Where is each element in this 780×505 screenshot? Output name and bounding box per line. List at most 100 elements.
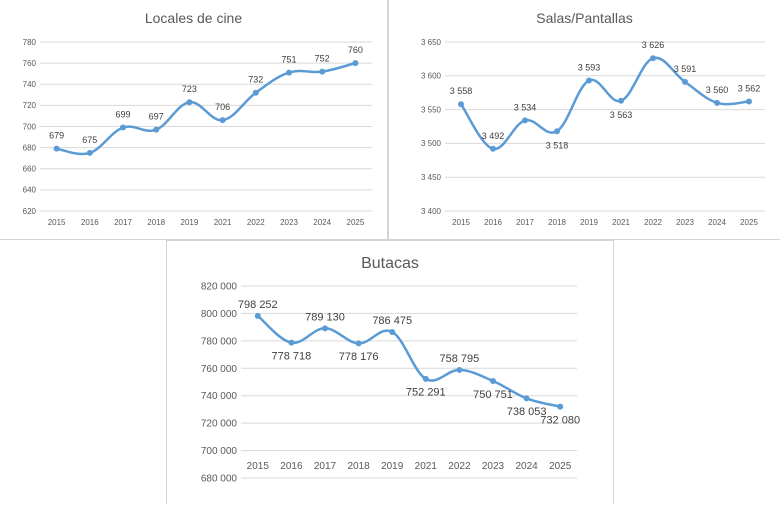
x-tick-label: 2024 <box>708 218 726 227</box>
x-tick-label: 2015 <box>247 461 270 472</box>
x-tick-label: 2017 <box>314 461 337 472</box>
data-label: 3 562 <box>738 83 761 93</box>
data-point <box>219 117 226 124</box>
data-point <box>458 101 464 108</box>
x-tick-label: 2015 <box>48 218 66 227</box>
data-point <box>490 377 496 384</box>
data-label: 3 563 <box>610 110 633 120</box>
y-tick-label: 680 000 <box>201 474 238 485</box>
data-point <box>650 55 656 62</box>
x-tick-label: 2016 <box>280 461 303 472</box>
data-label: 697 <box>149 112 164 122</box>
data-point <box>557 403 564 410</box>
data-label: 3 593 <box>578 63 601 73</box>
x-tick-label: 2025 <box>740 218 758 227</box>
y-tick-label: 700 <box>23 122 37 131</box>
y-tick-label: 820 000 <box>201 282 238 293</box>
x-tick-label: 2023 <box>280 218 298 227</box>
series-line <box>459 56 751 151</box>
data-point <box>389 328 396 335</box>
data-point <box>618 97 624 104</box>
data-label: 738 053 <box>507 406 547 418</box>
y-tick-label: 780 000 <box>201 336 238 347</box>
y-tick-label: 780 <box>23 38 37 47</box>
data-label: 778 176 <box>339 351 379 363</box>
y-tick-label: 3 450 <box>421 173 442 182</box>
data-point <box>352 60 359 67</box>
data-label: 750 751 <box>473 389 513 401</box>
data-label: 751 <box>281 55 296 65</box>
y-tick-label: 3 400 <box>421 207 442 216</box>
x-tick-label: 2018 <box>548 218 566 227</box>
x-tick-label: 2024 <box>515 461 538 472</box>
chart-butacas: 680 000 700 000 720 000 740 000 760 000 780 0… <box>201 282 580 485</box>
x-tick-label: 2018 <box>147 218 165 227</box>
x-tick-label: 2023 <box>676 218 694 227</box>
y-tick-label: 3 600 <box>421 72 442 81</box>
chart-title: Salas/Pantallas <box>536 10 633 26</box>
data-label: 3 558 <box>450 86 473 96</box>
y-tick-label: 760 <box>23 59 37 68</box>
chart-panel-locales: Locales de cine 620 640 660 680 700 720 740 760… <box>0 0 388 240</box>
data-point <box>286 69 292 76</box>
y-tick-label: 740 <box>23 80 37 89</box>
data-point <box>456 366 463 373</box>
data-point <box>319 68 326 75</box>
data-label: 758 795 <box>440 353 480 365</box>
x-tick-label: 2025 <box>549 461 572 472</box>
y-tick-label: 700 000 <box>201 446 238 457</box>
chart-panel-butacas: Butacas 680 000 700 000 720 000 740 000 760 … <box>166 240 614 504</box>
x-tick-label: 2021 <box>214 218 232 227</box>
x-tick-label: 2025 <box>347 218 365 227</box>
y-tick-label: 620 <box>23 207 37 216</box>
x-tick-label: 2016 <box>484 218 502 227</box>
y-tick-label: 660 <box>23 165 37 174</box>
data-point <box>554 128 560 135</box>
x-tick-label: 2017 <box>114 218 132 227</box>
data-label: 752 291 <box>406 387 446 399</box>
data-point <box>86 149 93 156</box>
x-tick-label: 2019 <box>181 218 199 227</box>
x-tick-label: 2022 <box>644 218 662 227</box>
x-tick-label: 2018 <box>347 461 370 472</box>
y-tick-label: 740 000 <box>201 391 238 402</box>
data-point <box>714 99 720 106</box>
data-point <box>254 312 261 319</box>
data-label: 3 591 <box>674 64 697 74</box>
data-point <box>252 89 259 96</box>
data-label: 789 130 <box>305 311 345 323</box>
x-tick-label: 2021 <box>612 218 630 227</box>
x-tick-label: 2016 <box>81 218 99 227</box>
data-label: 786 475 <box>372 315 412 327</box>
data-label: 778 718 <box>272 350 312 362</box>
chart-title: Locales de cine <box>144 10 243 26</box>
data-point <box>186 99 193 106</box>
data-label: 3 626 <box>642 40 665 50</box>
x-tick-label: 2019 <box>381 461 404 472</box>
data-label: 3 534 <box>514 102 537 112</box>
data-point <box>53 145 60 152</box>
data-label: 679 <box>49 131 64 141</box>
data-point <box>523 395 530 402</box>
chart-title: Butacas <box>361 255 419 272</box>
x-tick-label: 2019 <box>580 218 598 227</box>
y-tick-label: 640 <box>23 186 37 195</box>
data-point <box>355 340 362 347</box>
data-point <box>422 375 429 382</box>
x-tick-label: 2024 <box>313 218 331 227</box>
data-point <box>288 339 295 346</box>
data-label: 732 <box>248 75 263 85</box>
data-label: 760 <box>348 45 363 55</box>
data-label: 3 518 <box>546 140 569 150</box>
y-tick-label: 720 <box>23 101 37 110</box>
series-line <box>55 61 357 156</box>
y-tick-label: 3 650 <box>421 38 442 47</box>
y-tick-label: 800 000 <box>201 309 238 320</box>
y-tick-label: 3 550 <box>421 105 442 114</box>
data-point <box>120 124 126 131</box>
data-point <box>153 126 160 133</box>
x-tick-label: 2021 <box>415 461 438 472</box>
chart-locales-de-cine: 620 640 660 680 700 720 740 760 780 2015 2016 2017 2… <box>23 38 372 227</box>
data-label: 706 <box>215 102 230 112</box>
chart-panel-salas: Salas/Pantallas 3 400 3 450 3 500 3 550 3 60… <box>388 0 780 240</box>
